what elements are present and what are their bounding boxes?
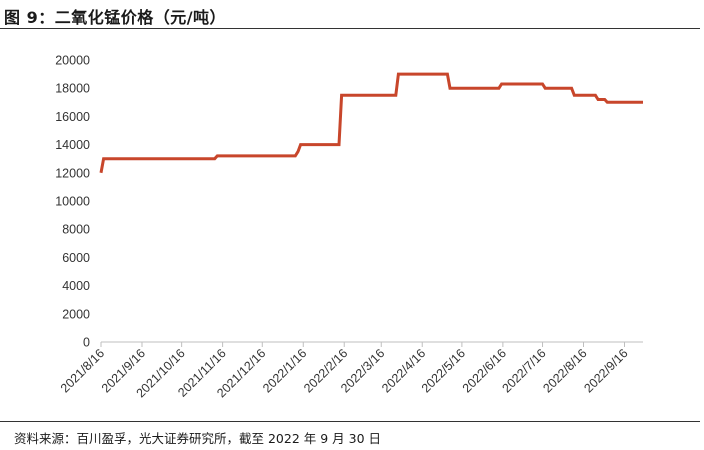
x-axis-ticks: 2021/8/162021/9/162021/10/162021/11/1620…: [58, 342, 631, 400]
x-tick-label: 2022/7/16: [499, 346, 548, 395]
y-tick-label: 2000: [62, 307, 90, 321]
y-tick-label: 4000: [62, 279, 90, 293]
y-tick-label: 8000: [62, 223, 90, 237]
y-axis-ticks: 0 2000 4000 6000 8000 10000 12000 14000 16000 180…: [55, 54, 90, 350]
x-tick-label: 2022/1/16: [260, 346, 309, 395]
line-chart: 0 2000 4000 6000 8000 10000 12000 14000 16000 180…: [55, 54, 643, 400]
y-tick-label: 10000: [55, 195, 90, 209]
price-series-line: [99, 72, 643, 174]
y-tick-label: 20000: [55, 54, 90, 68]
y-tick-label: 6000: [62, 251, 90, 265]
source-divider: [0, 421, 700, 422]
title-divider: [0, 28, 700, 29]
series-group: [99, 72, 643, 174]
y-tick-label: 12000: [55, 166, 90, 180]
y-tick-label: 16000: [55, 110, 90, 124]
y-tick-label: 14000: [55, 138, 90, 152]
x-tick-label: 2022/9/16: [581, 346, 630, 395]
source-note: 资料来源：百川盈孚，光大证券研究所，截至 2022 年 9 月 30 日: [14, 431, 382, 446]
y-tick-label: 0: [83, 336, 90, 350]
x-tick-label: 2022/5/16: [419, 346, 468, 395]
x-tick-label: 2021/8/16: [58, 346, 107, 395]
chart-title: 图 9：二氧化锰价格（元/吨）: [4, 8, 227, 27]
x-tick-label: 2022/8/16: [540, 346, 589, 395]
y-tick-label: 18000: [55, 82, 90, 96]
